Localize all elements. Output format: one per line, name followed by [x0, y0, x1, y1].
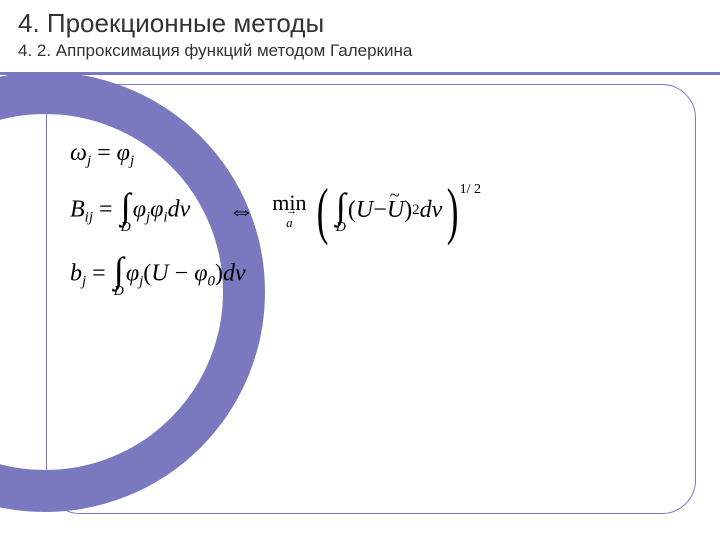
power-half: 1/ 2 [460, 182, 481, 198]
U-tilde-symbol: U [387, 197, 404, 224]
slide-title: 4. Проекционные методы [18, 8, 702, 39]
equals: = [91, 140, 117, 166]
sub-ij: ij [85, 209, 93, 225]
dv: dv [420, 197, 443, 224]
minus: − [373, 197, 387, 224]
math-content: ωj = φj Bij = ∫Dφjφidv ⇔ min a ( ∫D(U − … [70, 140, 690, 316]
equivalence-block: ⇔ min a ( ∫D(U − U)2 dv ) 1/ 2 [210, 188, 481, 234]
slide-subtitle: 4. 2. Аппроксимация функций методом Гале… [18, 41, 702, 61]
U-symbol: U [356, 197, 373, 224]
square: 2 [412, 202, 420, 219]
equals: = [93, 196, 119, 222]
B-symbol: B [70, 196, 85, 222]
equals: = [86, 260, 112, 286]
minus: − [169, 260, 195, 286]
iff-icon: ⇔ [228, 196, 254, 226]
omega-symbol: ω [70, 140, 87, 166]
phi-symbol: φ [133, 196, 146, 222]
phi-symbol: φ [117, 140, 130, 166]
close-paren: ) [404, 197, 412, 224]
sub-zero: 0 [207, 273, 215, 289]
b-symbol: b [70, 260, 82, 286]
dv: dv [223, 260, 246, 286]
open-paren: ( [348, 197, 356, 224]
integral-icon: ∫D [121, 188, 131, 234]
equation-bj: bj = ∫Dφj(U − φ0)dv [70, 252, 690, 298]
equation-omega: ωj = φj [70, 140, 690, 170]
phi-symbol: φ [194, 260, 207, 286]
divider-line [0, 72, 720, 75]
equation-bij-row: Bij = ∫Dφjφidv ⇔ min a ( ∫D(U − U)2 dv )… [70, 188, 690, 234]
dv: dv [168, 196, 191, 222]
phi-symbol: φ [150, 196, 163, 222]
phi-symbol: φ [126, 260, 139, 286]
slide-header: 4. Проекционные методы 4. 2. Аппроксимац… [0, 0, 720, 65]
equation-bij: Bij = ∫Dφjφidv [70, 188, 190, 234]
U-symbol: U [151, 260, 168, 286]
norm-expression: ( ∫D(U − U)2 dv ) 1/ 2 [312, 188, 481, 234]
min-operator: min a [272, 192, 306, 229]
integral-icon: ∫D [114, 252, 124, 298]
integral-icon: ∫D [336, 188, 346, 234]
sub-j: j [130, 153, 134, 169]
close-paren: ) [215, 260, 223, 286]
